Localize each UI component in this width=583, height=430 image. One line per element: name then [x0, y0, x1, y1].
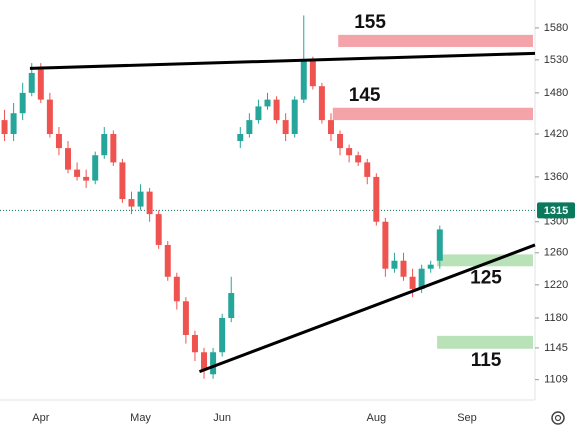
candle-body: [191, 334, 198, 353]
candle-body: [92, 155, 99, 181]
candle-body: [291, 99, 298, 135]
candle-body: [110, 134, 117, 163]
candle-body: [436, 229, 443, 261]
last-price-box: [537, 202, 575, 219]
candle-body: [46, 99, 53, 135]
candle-body: [391, 260, 398, 269]
candle-body: [65, 148, 72, 170]
x-tick-label: Aug: [367, 412, 387, 424]
candle-body: [37, 69, 44, 100]
y-tick-label: 1145: [544, 342, 568, 354]
y-tick-label: 1220: [544, 279, 568, 291]
gear-ring: [551, 411, 565, 425]
y-tick-label: 1109: [544, 374, 568, 386]
candle-body: [173, 276, 180, 302]
zone-label: 125: [470, 267, 502, 288]
candle-body: [182, 301, 189, 335]
zone-label: 115: [471, 350, 502, 371]
y-tick-label: 1480: [544, 87, 568, 99]
candle-body: [382, 221, 389, 269]
candle-body: [164, 244, 171, 277]
zone: [437, 254, 533, 267]
settings-icon[interactable]: [551, 411, 565, 425]
candle-body: [146, 191, 153, 215]
zone-label: 145: [349, 85, 381, 106]
candle-body: [219, 317, 226, 353]
x-tick-label: Apr: [32, 412, 49, 424]
candle-body: [119, 162, 126, 200]
candle-body: [309, 59, 316, 87]
candle-body: [400, 260, 407, 277]
candle-body: [246, 120, 253, 135]
candle-body: [74, 169, 81, 177]
candle-body: [28, 72, 35, 93]
candle-body: [364, 162, 371, 177]
last-price-label: 1315: [544, 205, 568, 217]
y-tick-label: 1530: [544, 54, 568, 66]
x-tick-label: Sep: [457, 412, 477, 424]
candle-body: [355, 155, 362, 163]
y-tick-label: 1300: [544, 216, 568, 228]
candle-body: [1, 120, 8, 135]
candle-body: [427, 264, 434, 269]
y-tick-label: 1260: [544, 247, 568, 259]
trendline: [29, 51, 536, 70]
zone: [437, 335, 533, 349]
candle-body: [337, 134, 344, 149]
candle-body: [346, 148, 353, 156]
y-tick-label: 1580: [544, 22, 568, 34]
zone-label: 155: [354, 12, 386, 33]
candle-body: [101, 134, 108, 156]
candle-body: [237, 134, 244, 142]
y-tick-label: 1420: [544, 128, 568, 140]
candle-body: [10, 113, 17, 135]
zone: [338, 34, 533, 47]
candle-body: [255, 106, 262, 121]
x-tick-label: Jun: [213, 412, 231, 424]
candle-body: [19, 92, 26, 114]
candle-body: [201, 352, 208, 370]
candle-body: [137, 191, 144, 207]
candle-body: [273, 99, 280, 121]
candle-body: [373, 176, 380, 222]
candle-body: [228, 293, 235, 318]
trendline: [198, 243, 536, 374]
candle-body: [282, 120, 289, 135]
candle-body: [327, 120, 334, 135]
candle-body: [55, 134, 62, 149]
gear-hub: [554, 414, 562, 422]
y-tick-label: 1180: [544, 312, 568, 324]
x-tick-label: May: [130, 412, 151, 424]
candle-body: [418, 268, 425, 289]
candle-body: [210, 352, 217, 375]
candle-body: [128, 199, 135, 207]
zone: [332, 107, 533, 121]
candle-body: [264, 99, 271, 107]
candle-body: [409, 276, 416, 289]
y-tick-label: 1360: [544, 171, 568, 183]
candle-body: [300, 59, 307, 100]
candle-body: [83, 176, 90, 181]
candle-body: [155, 214, 162, 245]
candle-body: [318, 86, 325, 121]
